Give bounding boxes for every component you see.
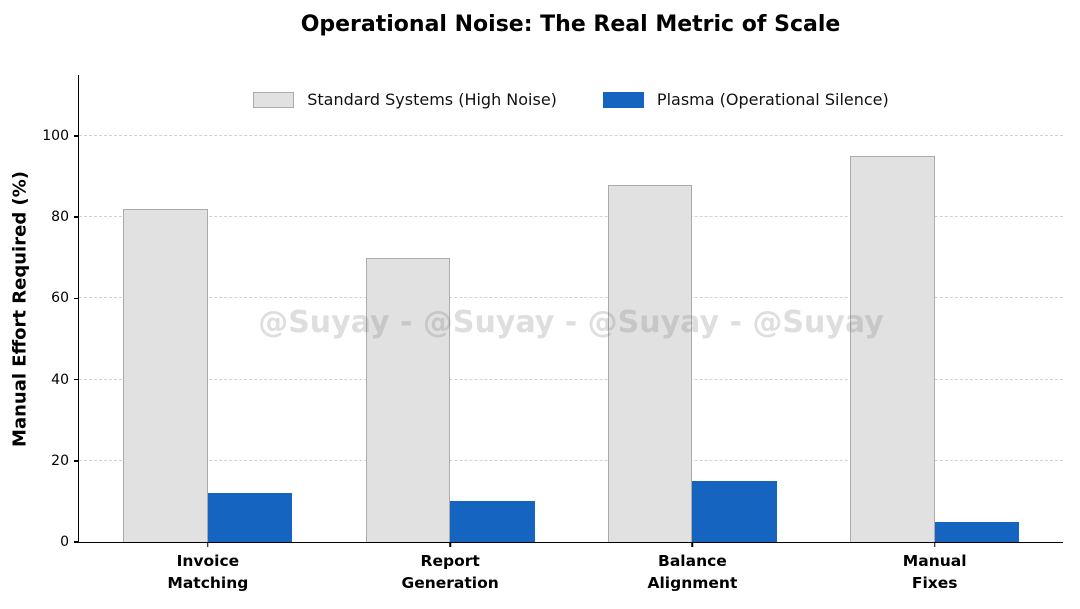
y-tick-mark-40: [74, 378, 79, 381]
gridline-y-100: [79, 134, 1063, 136]
bar-standard-systems-invoice-matching: [123, 209, 208, 542]
legend-item-standard-systems: Standard Systems (High Noise): [253, 90, 557, 109]
bar-plasma-manual-fixes: [934, 521, 1020, 542]
bar-standard-systems-balance-alignment: [607, 184, 693, 542]
bar-plasma-report-generation: [450, 501, 535, 542]
y-tick-mark-80: [74, 216, 79, 218]
legend-swatch-plasma: [602, 91, 644, 108]
legend-swatch-standard-systems: [253, 91, 295, 108]
y-tick-mark-60: [74, 297, 79, 300]
x-category-label-balance-alignment: Balance Alignment: [647, 552, 738, 592]
x-tick-mark-report-generation: [449, 542, 451, 547]
bar-standard-systems-report-generation: [365, 257, 451, 542]
x-category-label-manual-fixes: Manual Fixes: [902, 552, 967, 592]
gridline-y-60: [79, 297, 1063, 299]
y-tick-label-80: 80: [51, 209, 69, 226]
y-tick-mark-0: [74, 541, 79, 543]
legend-label-plasma: Plasma (Operational Silence): [656, 90, 889, 109]
y-tick-label-20: 20: [51, 452, 69, 469]
chart-title: Operational Noise: The Real Metric of Sc…: [300, 12, 841, 37]
bar-plasma-balance-alignment: [692, 481, 777, 542]
y-tick-label-60: 60: [51, 290, 69, 307]
y-axis-label: Manual Effort Required (%): [9, 171, 31, 447]
x-tick-mark-balance-alignment: [691, 542, 694, 547]
bar-plasma-invoice-matching: [207, 493, 293, 542]
y-tick-mark-20: [74, 460, 79, 462]
x-tick-mark-manual-fixes: [933, 542, 936, 547]
plot-area: Standard Systems (High Noise) Plasma (Op…: [42, 75, 1063, 592]
y-tick-label-100: 100: [42, 127, 69, 144]
x-category-label-report-generation: Report Generation: [401, 552, 499, 592]
legend-item-plasma: Plasma (Operational Silence): [602, 90, 889, 109]
gridline-y-20: [79, 459, 1063, 461]
x-category-label-invoice-matching: Invoice Matching: [167, 552, 249, 592]
y-tick-label-0: 0: [60, 534, 69, 550]
gridline-y-40: [79, 378, 1063, 380]
bar-standard-systems-manual-fixes: [850, 156, 935, 542]
y-tick-mark-100: [74, 135, 79, 137]
x-tick-mark-invoice-matching: [207, 542, 209, 547]
y-tick-label-40: 40: [51, 371, 69, 388]
legend: Standard Systems (High Noise) Plasma (Op…: [79, 90, 1063, 109]
legend-label-standard-systems: Standard Systems (High Noise): [307, 90, 557, 109]
gridline-y-80: [79, 216, 1063, 218]
